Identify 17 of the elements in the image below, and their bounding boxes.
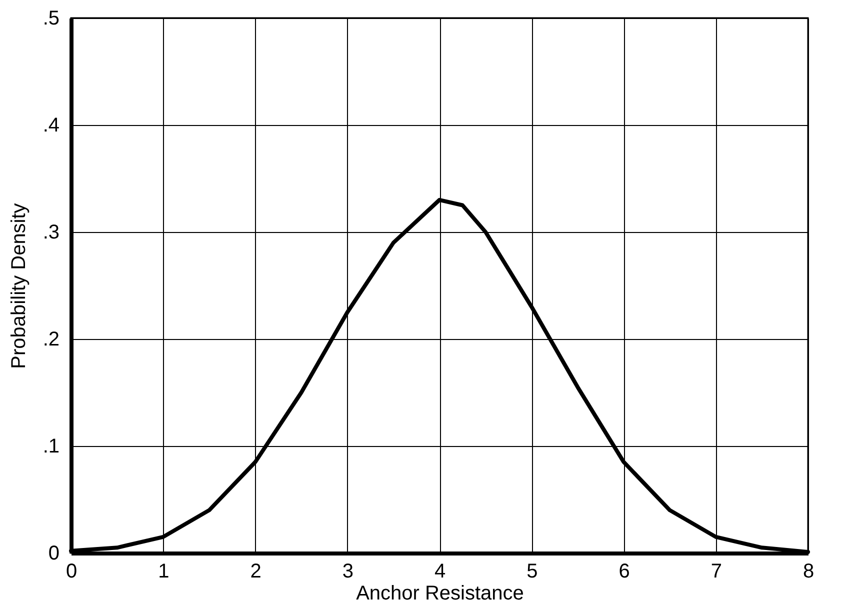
x-axis-title: Anchor Resistance (356, 582, 524, 604)
x-tick-label: 7 (710, 560, 722, 582)
x-tick-label: 3 (342, 560, 354, 582)
y-tick-label: .2 (42, 328, 60, 350)
x-tick-label: 5 (526, 560, 538, 582)
y-tick-label: .5 (42, 8, 60, 30)
x-tick-label: 1 (158, 560, 170, 582)
x-tick-label: 8 (802, 560, 814, 582)
y-tick-label: .3 (42, 222, 60, 244)
x-tick-label: 6 (618, 560, 630, 582)
y-tick-label: .4 (42, 114, 60, 136)
x-tick-label: 2 (250, 560, 262, 582)
x-tick-label: 0 (66, 560, 78, 582)
x-tick-label: 4 (434, 560, 446, 582)
y-tick-label: .1 (42, 436, 60, 458)
y-axis-title: Probability Density (8, 203, 30, 369)
y-tick-label: 0 (48, 542, 60, 564)
